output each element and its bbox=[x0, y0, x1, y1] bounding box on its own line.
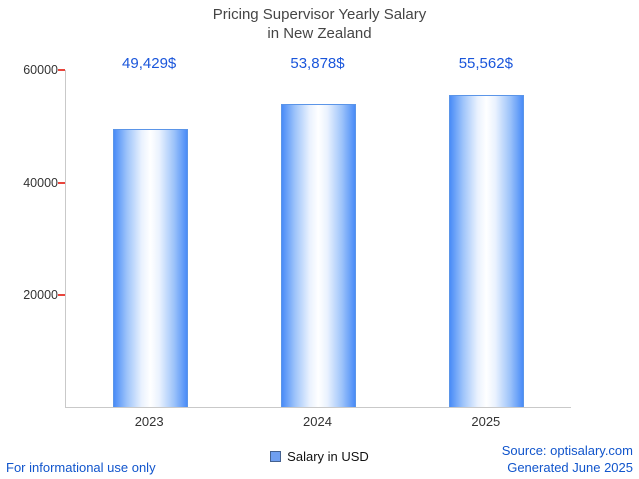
generated-date: Generated June 2025 bbox=[507, 459, 633, 475]
disclaimer-text: For informational use only bbox=[6, 460, 156, 475]
bar-slot-2023 bbox=[66, 70, 234, 407]
salary-bar-2025 bbox=[449, 94, 525, 407]
y-axis-label-40000: 40000 bbox=[23, 176, 58, 190]
bar-slot-2025 bbox=[403, 70, 571, 407]
legend-label: Salary in USD bbox=[287, 449, 369, 464]
legend: Salary in USD bbox=[0, 449, 639, 464]
bar-value-label-2025: 55,562$ bbox=[458, 55, 513, 72]
y-axis-tick-60000 bbox=[58, 69, 65, 71]
x-axis-label-2024: 2024 bbox=[303, 414, 332, 429]
y-axis-tick-40000 bbox=[58, 182, 65, 184]
x-axis-label-2025: 2025 bbox=[471, 414, 501, 429]
bar-value-label-2024: 53,878$ bbox=[290, 55, 345, 72]
salary-bar-2024 bbox=[280, 104, 356, 407]
y-axis-tick-20000 bbox=[58, 294, 65, 296]
plot-area bbox=[65, 70, 571, 408]
bar-value-labels: 49,429$ 53,878$ 55,562$ bbox=[65, 55, 570, 72]
chart-title-line1: Pricing Supervisor Yearly Salary bbox=[212, 6, 427, 23]
chart-title: Pricing Supervisor Yearly Salary in New … bbox=[0, 6, 639, 44]
bar-value-label-2023: 49,429$ bbox=[122, 55, 177, 72]
chart-title-line2: in New Zealand bbox=[267, 24, 372, 42]
y-axis-label-20000: 20000 bbox=[23, 288, 58, 302]
footer-source-block: Source: optisalary.com Generated June 20… bbox=[502, 443, 633, 477]
bar-slot-2024 bbox=[234, 70, 402, 407]
source-link[interactable]: Source: optisalary.com bbox=[501, 443, 633, 458]
x-axis-label-2023: 2023 bbox=[134, 414, 164, 429]
salary-bar-2023 bbox=[112, 129, 188, 407]
x-axis-labels: 2023 2024 2025 bbox=[65, 414, 570, 429]
y-axis-label-60000: 60000 bbox=[23, 63, 58, 77]
legend-swatch-icon bbox=[270, 451, 282, 462]
